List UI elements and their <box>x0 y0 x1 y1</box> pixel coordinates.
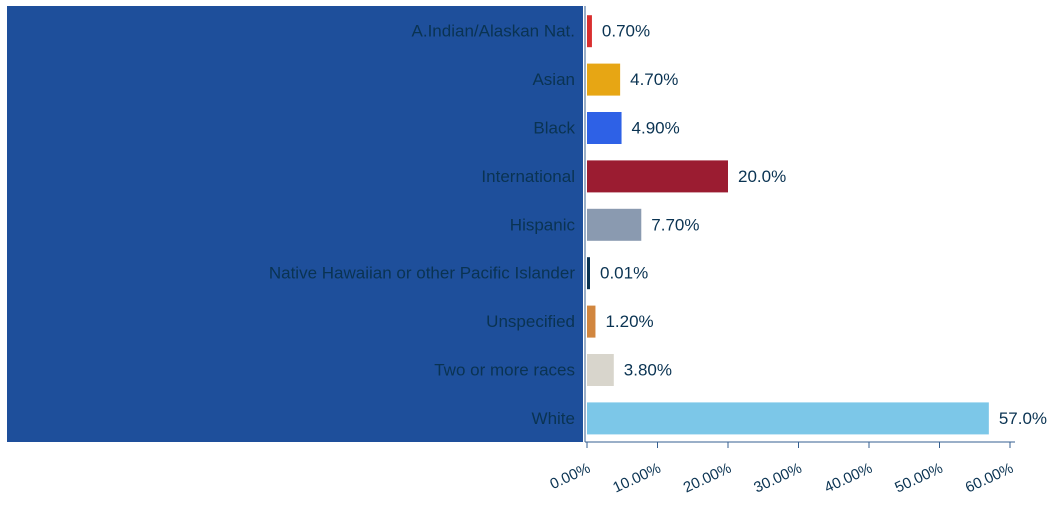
x-tick-label: 60.00% <box>963 460 1016 497</box>
category-label: Two or more races <box>434 360 575 379</box>
bar <box>587 257 590 289</box>
value-label: 4.70% <box>630 70 678 89</box>
x-tick-label: 20.00% <box>681 460 734 497</box>
value-label: 4.90% <box>632 118 680 137</box>
category-label: Asian <box>532 70 575 89</box>
x-tick-label: 30.00% <box>751 460 804 497</box>
category-label: White <box>532 409 575 428</box>
value-label: 57.0% <box>999 409 1047 428</box>
bar <box>587 354 614 386</box>
category-label: Hispanic <box>510 215 576 234</box>
bar <box>587 306 595 338</box>
value-label: 0.01% <box>600 264 648 283</box>
value-label: 1.20% <box>605 312 653 331</box>
demographics-bar-chart: A.Indian/Alaskan Nat. 0.70% Asian 4.70% Blac… <box>0 0 1047 507</box>
bar <box>587 64 620 96</box>
bar <box>587 160 728 192</box>
bar <box>587 402 989 434</box>
bar <box>587 112 622 144</box>
category-label: Unspecified <box>486 312 575 331</box>
category-label: Native Hawaiian or other Pacific Islande… <box>269 264 575 283</box>
category-label: Black <box>533 118 575 137</box>
bar <box>587 209 641 241</box>
value-label: 0.70% <box>602 22 650 41</box>
value-label: 20.0% <box>738 167 786 186</box>
x-tick-label: 0.00% <box>547 460 593 493</box>
category-label: International <box>481 167 575 186</box>
x-tick-label: 10.00% <box>610 460 663 497</box>
x-tick-label: 50.00% <box>892 460 945 497</box>
value-label: 3.80% <box>624 360 672 379</box>
bar <box>587 15 592 47</box>
category-label: A.Indian/Alaskan Nat. <box>412 22 575 41</box>
value-label: 7.70% <box>651 215 699 234</box>
x-tick-label: 40.00% <box>822 460 875 497</box>
